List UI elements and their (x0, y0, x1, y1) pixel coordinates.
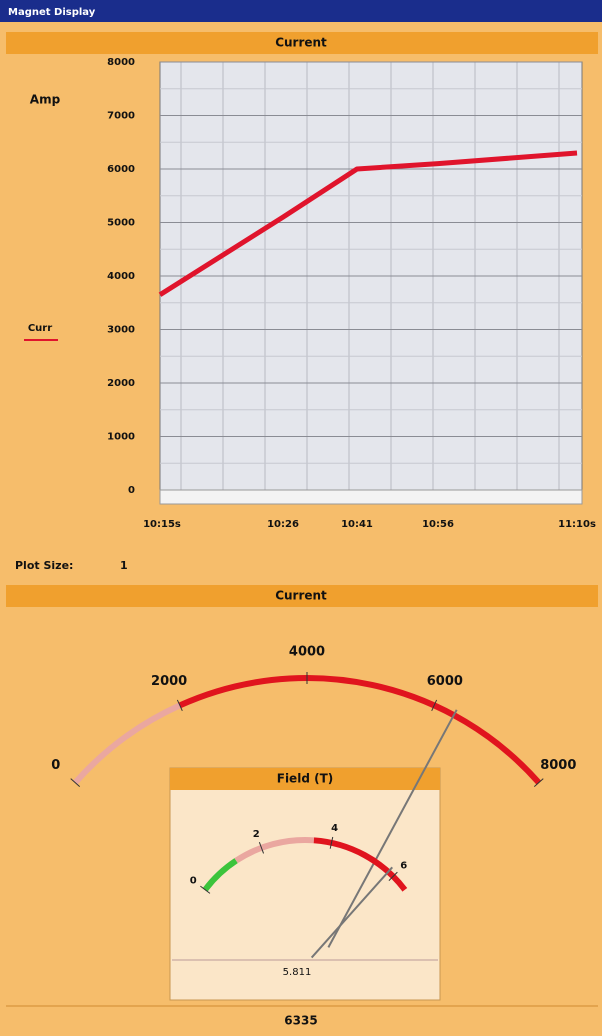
y-tick-label: 7000 (107, 111, 135, 122)
y-tick-label: 5000 (107, 218, 135, 229)
title-bar (0, 0, 602, 22)
y-tick-label: 0 (128, 485, 135, 496)
gauge-tick-label: 0 (51, 758, 60, 773)
chart-title: Current (275, 36, 327, 50)
y-tick-label: 2000 (107, 378, 135, 389)
gauge-zone (178, 675, 542, 785)
gauge-tick (388, 871, 398, 881)
x-tick-label: 10:56 (422, 519, 454, 530)
gauge-tick (70, 778, 81, 787)
gauge-zone (234, 837, 315, 864)
gauge-tick-label: 2000 (151, 674, 187, 689)
gauge-tick-label: 6000 (427, 674, 463, 689)
gauge-tick (431, 699, 438, 712)
gauge-tick (258, 842, 265, 854)
plot-size-label: Plot Size: (15, 559, 73, 572)
gauge-needle (310, 866, 394, 959)
gauge-tick-label: 4 (331, 823, 338, 834)
gauge-zone (202, 858, 238, 892)
field-panel (169, 767, 441, 1001)
x-tick-label: 10:41 (341, 519, 373, 530)
y-tick-label: 8000 (107, 57, 135, 68)
y-tick-label: 1000 (107, 432, 135, 443)
y-axis-label: Amp (30, 93, 61, 107)
scrollbar[interactable] (159, 489, 583, 505)
gauge-needle (327, 709, 458, 948)
data-line (158, 150, 578, 297)
gauge-tick-label: 6 (400, 861, 407, 872)
gauge-title: Current (275, 589, 327, 603)
window-title: Magnet Display (8, 7, 96, 18)
panel-header (6, 585, 598, 607)
plot-size-value[interactable]: 1 (120, 559, 128, 572)
x-tick-label: 11:10s (558, 519, 596, 530)
gauge-tick (533, 778, 544, 787)
gauge-tick-label: 4000 (289, 645, 325, 660)
gauge-zone (313, 837, 408, 892)
gauge-tick (329, 836, 334, 849)
field-header (170, 768, 440, 790)
x-tick-label: 10:15s (143, 519, 181, 530)
x-tick-label: 10:26 (267, 519, 299, 530)
current-readout: 6335 (284, 1014, 317, 1028)
y-tick-label: 3000 (107, 325, 135, 336)
gauge-tick-label: 0 (190, 876, 197, 887)
gauge-tick-label: 2 (253, 829, 260, 840)
panel-header (6, 32, 598, 54)
field-readout: 5.811 (283, 967, 312, 978)
field-title: Field (T) (277, 772, 333, 786)
gauge-tick (200, 885, 211, 894)
legend-label: Curr (28, 323, 52, 334)
y-tick-label: 4000 (107, 271, 135, 282)
gauge-tick-label: 8000 (540, 758, 576, 773)
y-tick-label: 6000 (107, 164, 135, 175)
gauge-zone (72, 702, 182, 785)
gauge-tick (176, 699, 183, 712)
